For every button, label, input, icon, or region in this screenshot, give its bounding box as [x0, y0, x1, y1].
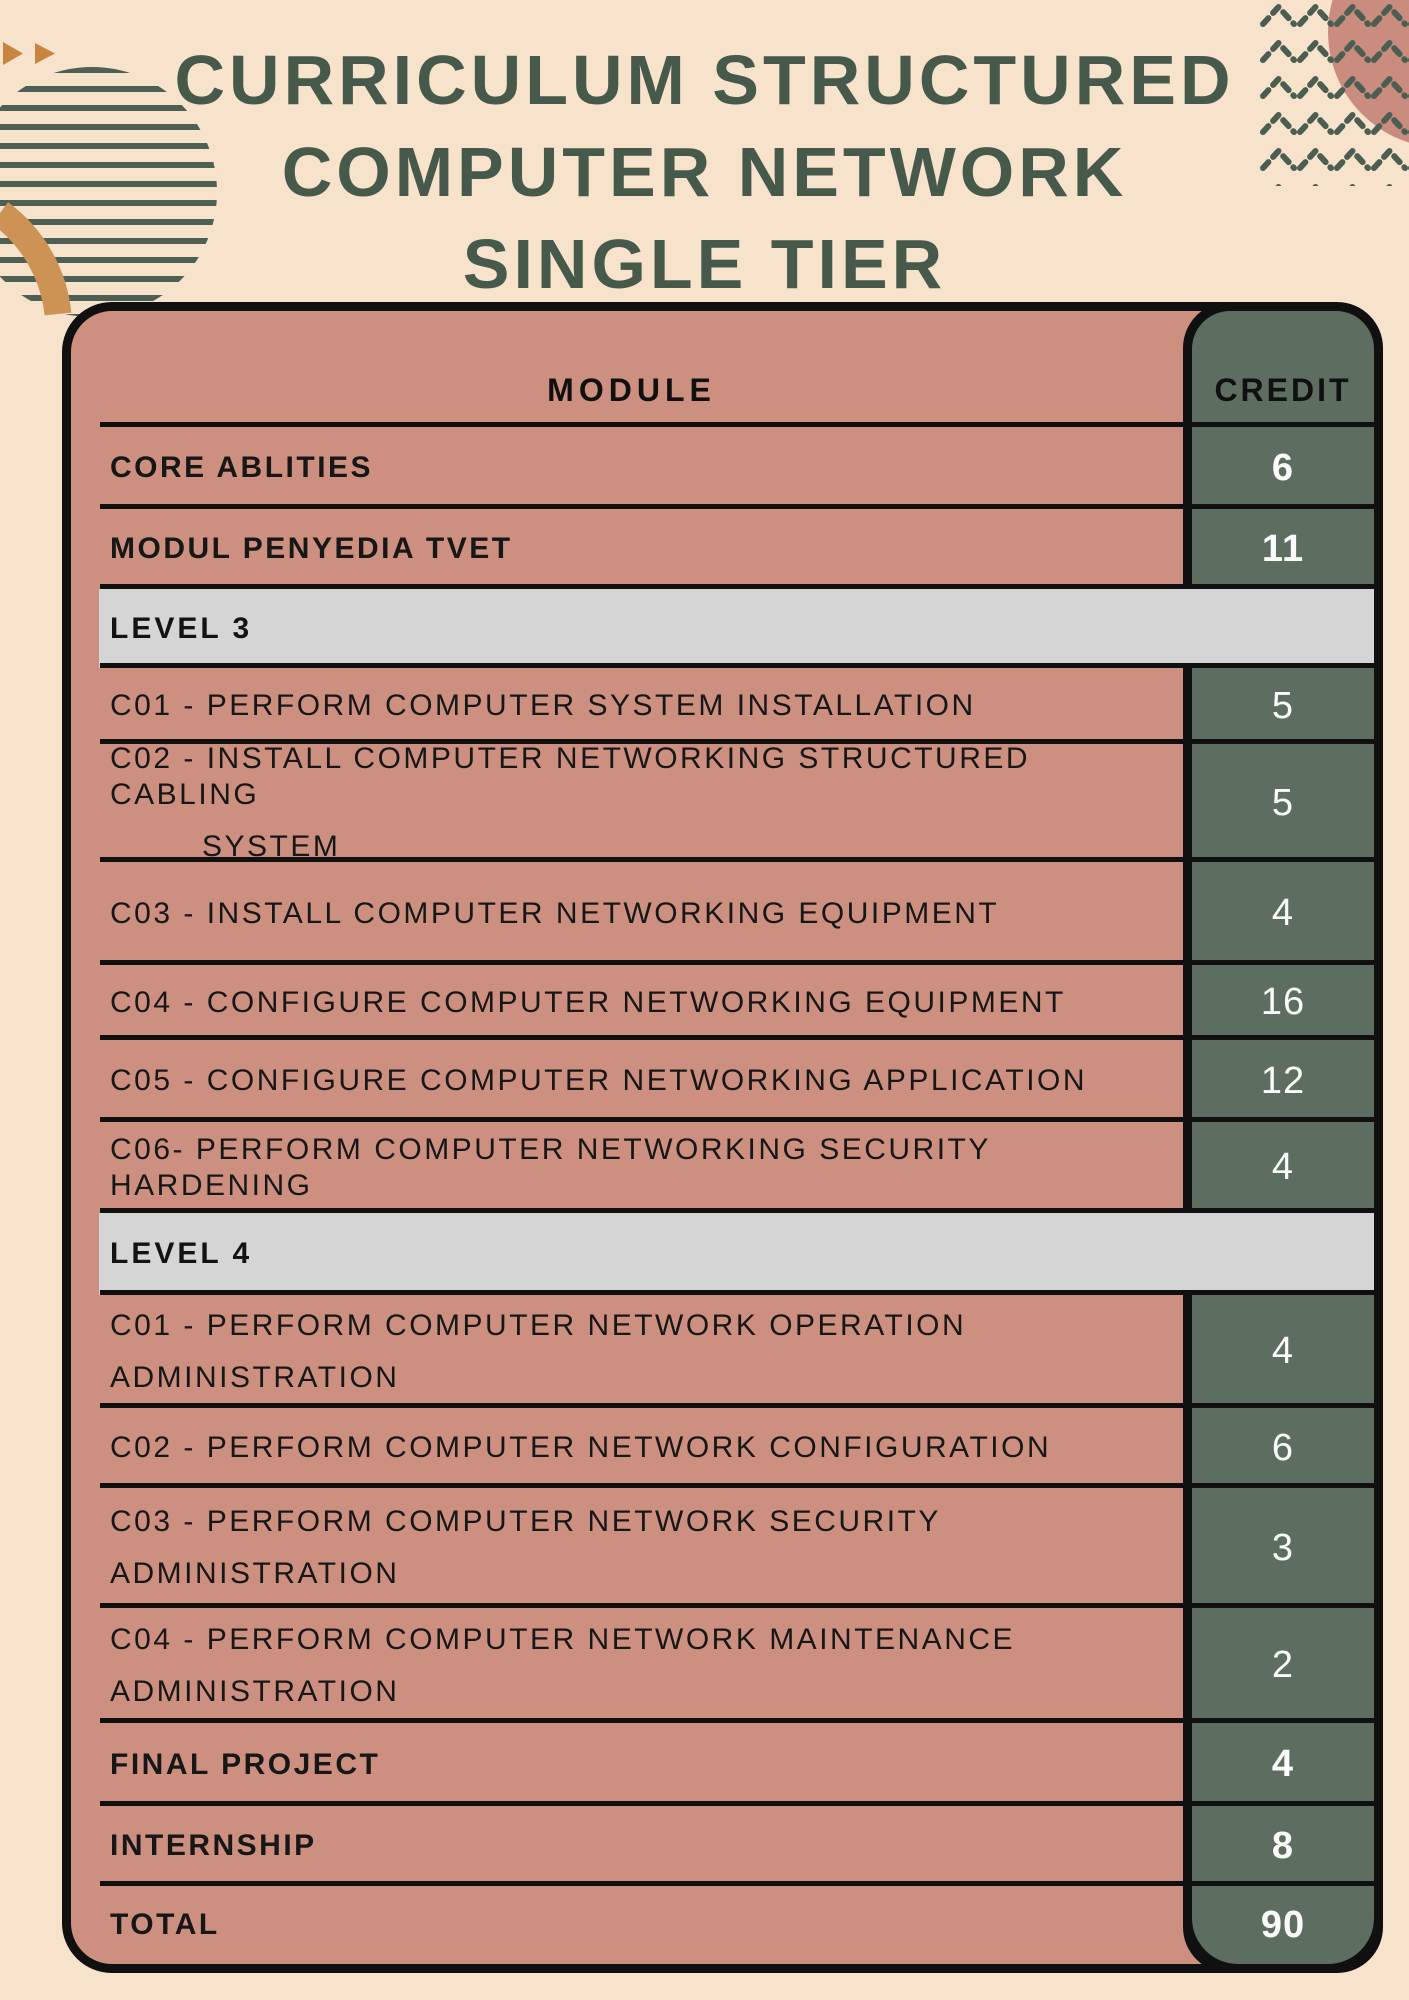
table-row-l4-c01: C01 - PERFORM COMPUTER NETWORK OPERATION…	[71, 1295, 1374, 1408]
module-cell: MODUL PENYEDIA TVET	[110, 532, 513, 565]
table-row-total: TOTAL 90	[71, 1886, 1374, 1964]
module-cell: C04 - PERFORM COMPUTER NETWORK MAINTENAN…	[110, 1622, 1016, 1708]
module-cell: C02 - INSTALL COMPUTER NETWORKING STRUCT…	[110, 742, 1031, 863]
module-cell: C03 - INSTALL COMPUTER NETWORKING EQUIPM…	[110, 896, 1000, 930]
table-row-l3-c05: C05 - CONFIGURE COMPUTER NETWORKING APPL…	[71, 1040, 1374, 1122]
chevron-pattern-decoration	[1260, 0, 1409, 186]
credit-cell: 3	[1271, 1526, 1295, 1569]
table-row-final-project: FINAL PROJECT 4	[71, 1723, 1374, 1806]
credit-cell: 2	[1271, 1644, 1295, 1686]
credit-cell: 6	[1271, 446, 1295, 489]
module-cell: CORE ABLITIES	[110, 451, 374, 484]
module-cell: C05 - CONFIGURE COMPUTER NETWORKING APPL…	[110, 1064, 1088, 1097]
table-row-l3-c04: C04 - CONFIGURE COMPUTER NETWORKING EQUI…	[71, 965, 1374, 1040]
section-row-level-4: LEVEL 4	[71, 1213, 1374, 1295]
table-row-internship: INTERNSHIP 8	[71, 1806, 1374, 1886]
module-cell: C01 - PERFORM COMPUTER SYSTEM INSTALLATI…	[110, 689, 976, 722]
table-header-row: MODULE CREDIT	[71, 311, 1374, 427]
section-label: LEVEL 4	[99, 1213, 1374, 1295]
table-row-l3-c02: C02 - INSTALL COMPUTER NETWORKING STRUCT…	[71, 742, 1374, 863]
page-title-line-1: CURRICULUM STRUCTURED	[174, 41, 1235, 119]
section-label: LEVEL 3	[99, 589, 1374, 668]
credit-cell: 16	[1260, 981, 1306, 1023]
credit-column-header: CREDIT	[1214, 372, 1352, 408]
module-cell: C04 - CONFIGURE COMPUTER NETWORKING EQUI…	[110, 985, 1066, 1019]
credit-cell: 4	[1271, 1146, 1295, 1188]
credit-cell: 4	[1271, 892, 1295, 934]
module-column-header: MODULE	[547, 372, 716, 408]
table-row-modul-penyedia-tvet: MODUL PENYEDIA TVET 11	[71, 509, 1374, 589]
credit-cell: 4	[1271, 1330, 1295, 1372]
credit-cell: 6	[1271, 1426, 1295, 1469]
module-cell: C06- PERFORM COMPUTER NETWORKING SECURIT…	[110, 1132, 991, 1202]
table-row-l4-c03: C03 - PERFORM COMPUTER NETWORK SECURITY A…	[71, 1488, 1374, 1608]
module-cell: C03 - PERFORM COMPUTER NETWORK SECURITY A…	[110, 1505, 941, 1590]
module-cell: FINAL PROJECT	[110, 1747, 381, 1781]
arrow-triangles-icon	[3, 42, 55, 65]
page-title-line-2: COMPUTER NETWORK	[281, 133, 1128, 211]
module-cell: C01 - PERFORM COMPUTER NETWORK OPERATION…	[110, 1308, 967, 1394]
section-row-level-3: LEVEL 3	[71, 589, 1374, 668]
credit-cell: 5	[1271, 781, 1295, 824]
table-rows: MODULE CREDIT CORE ABLITIES 6 MODUL PENY…	[71, 311, 1374, 1964]
table-row-l4-c02: C02 - PERFORM COMPUTER NETWORK CONFIGURA…	[71, 1408, 1374, 1488]
module-cell: TOTAL	[110, 1908, 220, 1941]
curriculum-table: MODULE CREDIT CORE ABLITIES 6 MODUL PENY…	[62, 302, 1383, 1973]
table-row-l3-c01: C01 - PERFORM COMPUTER SYSTEM INSTALLATI…	[71, 668, 1374, 744]
credit-cell: 90	[1260, 1903, 1306, 1946]
module-cell: INTERNSHIP	[110, 1829, 317, 1862]
page-title: CURRICULUM STRUCTURED COMPUTER NETWORK S…	[0, 34, 1409, 310]
credit-cell: 12	[1260, 1059, 1306, 1102]
table-row-l3-c03: C03 - INSTALL COMPUTER NETWORKING EQUIPM…	[71, 862, 1374, 965]
orange-arc-decoration	[0, 202, 72, 316]
credit-cell: 8	[1271, 1824, 1295, 1867]
credit-cell: 4	[1271, 1743, 1295, 1785]
table-row-l4-c04: C04 - PERFORM COMPUTER NETWORK MAINTENAN…	[71, 1608, 1374, 1723]
table-row-core-abilities: CORE ABLITIES 6	[71, 427, 1374, 509]
page-title-line-3: SINGLE TIER	[462, 225, 947, 303]
module-cell: C02 - PERFORM COMPUTER NETWORK CONFIGURA…	[110, 1431, 1052, 1464]
credit-cell: 11	[1261, 527, 1305, 570]
credit-cell: 5	[1271, 684, 1295, 727]
table-row-l3-c06: C06- PERFORM COMPUTER NETWORKING SECURIT…	[71, 1122, 1374, 1213]
